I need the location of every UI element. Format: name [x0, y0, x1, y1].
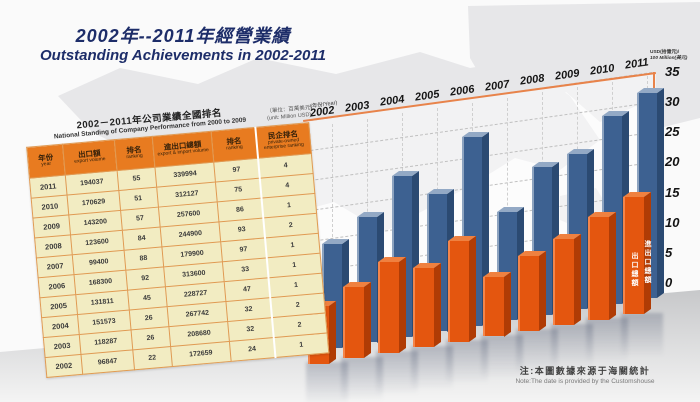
bar-reflection-2006 — [446, 340, 488, 384]
column-header-4: 排名 ranking — [211, 127, 258, 163]
bar-reflection-2010 — [586, 318, 628, 362]
tick-label-10: 10 — [665, 214, 680, 230]
bar-orange-side — [539, 251, 546, 331]
bar-reflection-2007 — [481, 334, 523, 379]
table-cell: 1 — [273, 332, 329, 358]
bar-orange-front — [623, 197, 644, 315]
bar-reflection-2011 — [621, 312, 663, 357]
bar-orange-front — [448, 240, 469, 342]
tick-label-25: 25 — [665, 124, 680, 140]
bar-reflection-2008 — [516, 329, 558, 373]
legend-export-label: 出口總額 — [631, 252, 638, 288]
table-cell: 96847 — [80, 349, 135, 375]
bar-reflection-2002 — [306, 362, 348, 402]
bar-orange-side — [609, 212, 616, 320]
bar-reflection-2003 — [341, 356, 383, 401]
footnote-zh: 注:本圖數據來源于海關統計 — [519, 366, 651, 376]
table-cell: 24 — [229, 337, 276, 362]
ranking-table-container: 2002－2011年公司業績全國排名 National Standing of … — [24, 97, 337, 378]
page-title-en: Outstanding Achievements in 2002-2011 — [40, 46, 326, 64]
bar-orange-side — [434, 263, 441, 348]
value-axis-unit-label: USD(拾億元)/100 Million(美元) — [650, 50, 700, 62]
legend-total-label: 進出口總額 — [644, 240, 651, 285]
ranking-table: 年份 year 出口額 export volume 排名 ranking 進出口總額 expo… — [26, 122, 329, 378]
bar-orange-front — [483, 276, 504, 337]
table-body: 2011 194037 55 339994 97 4 2010 170629 51 312127 7… — [29, 153, 329, 378]
unit-note: （單位：百萬美元） (unit: Million USD) — [266, 105, 317, 123]
tick-label-35: 35 — [665, 63, 680, 79]
bar-reflection-2009 — [551, 323, 593, 368]
bar-orange-side — [399, 256, 406, 353]
table-cell: 2002 — [45, 354, 83, 378]
bar-orange-side — [574, 234, 581, 326]
tick-label-30: 30 — [665, 94, 680, 110]
tick-label-5: 5 — [665, 244, 673, 260]
page-title-zh: 2002年--2011年經營業績 — [75, 26, 291, 46]
bar-reflection-2004 — [376, 351, 418, 395]
page-title: 2002年--2011年經營業績 Outstanding Achievement… — [40, 26, 326, 64]
bar-blue-side — [657, 88, 664, 299]
bar-orange-side — [364, 282, 371, 359]
value-axis-unit-line2: 100 Million(美元) — [650, 56, 688, 62]
bar-orange-side — [469, 235, 476, 342]
value-axis-unit-line1: USD(拾億元)/ — [650, 50, 680, 55]
bar-reflection-2005 — [411, 345, 453, 390]
bar-orange-front — [553, 239, 574, 326]
bar-orange-front — [343, 287, 364, 359]
bar-orange-side — [504, 271, 511, 337]
bar-orange-front — [413, 268, 434, 348]
footnote-en: Note:The date is provided by the Customs… — [515, 378, 655, 385]
column-header-2: 排名 ranking — [114, 136, 155, 171]
bar-orange-front — [378, 261, 399, 353]
tick-label-0: 0 — [665, 275, 673, 290]
footnote: 注:本圖數據來源于海關統計 Note:The date is provided … — [478, 364, 692, 385]
column-header-5: 民企排名 private-owned enterprise ranking — [254, 122, 312, 159]
tick-label-15: 15 — [665, 184, 680, 200]
bar-orange-front — [518, 256, 539, 331]
table-cell: 22 — [132, 346, 172, 370]
column-header-1: 出口額 export volume — [62, 139, 117, 176]
bar-orange-front — [588, 217, 609, 320]
column-header-0: 年份 year — [26, 144, 66, 179]
tick-label-20: 20 — [665, 154, 680, 170]
